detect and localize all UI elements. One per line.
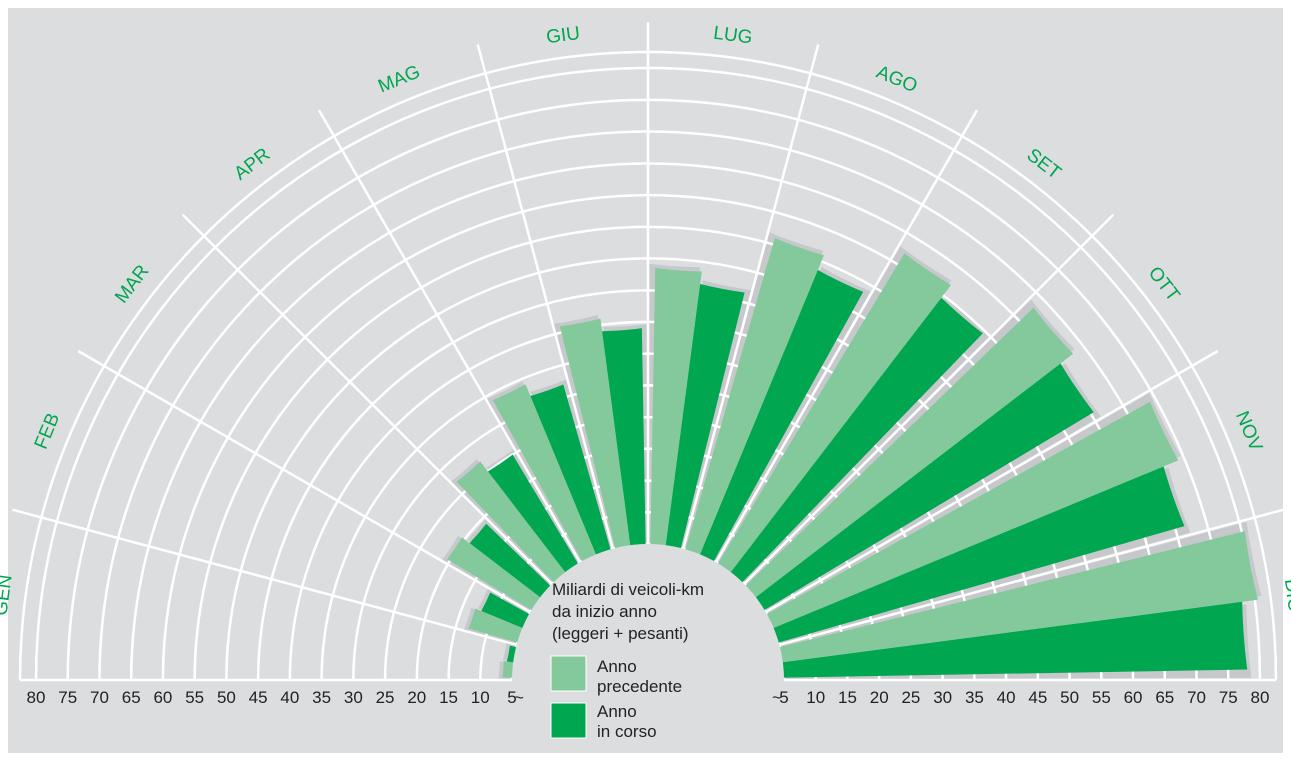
tick-label-left: 40 [280,688,299,707]
legend-label-current-2: in corso [597,722,657,741]
legend-label-previous-1: Anno [597,657,637,676]
tick-label-right: 35 [965,688,984,707]
tick-label-right: 10 [806,688,825,707]
grid-month-divider [317,109,582,563]
grid-month-divider [181,213,553,585]
month-label-dic: DIC [1280,578,1291,613]
tick-label-right: 5 [779,688,788,707]
tick-label-left: 80 [27,688,46,707]
bar-ott-previous [742,307,1074,601]
tick-label-left: 75 [58,688,77,707]
bar-mag-current [530,384,612,559]
tick-label-right: 15 [838,688,857,707]
tick-label-left: 30 [344,688,363,707]
month-label-giu: GIU [545,23,581,48]
axis-break-left: ~ [514,688,524,707]
bar-dic-previous [775,531,1258,663]
bar-feb-previous [468,608,527,644]
bar-giu-previous [559,318,631,553]
tick-label-right: 20 [870,688,889,707]
grid-month-divider [476,44,615,549]
bar-nov-current [769,466,1185,644]
tick-label-right: 55 [1092,688,1111,707]
axis-break-right: ~ [772,688,782,707]
tick-label-left: 45 [249,688,268,707]
grid-month-divider [743,213,1115,585]
tick-label-left: 25 [376,688,395,707]
legend-label-current-1: Anno [597,702,637,721]
legend-swatch-previous [550,655,587,692]
bar-ago-current [698,269,864,566]
caption: Miliardi di veicoli-km da inizio anno (l… [552,580,704,643]
grid-month-divider [681,44,820,549]
tick-label-left: 60 [153,688,172,707]
tick-label-right: 50 [1060,688,1079,707]
bar-apr-current [487,454,581,577]
month-label-lug: LUG [712,23,753,49]
center-disc [512,544,784,680]
bar-mag-previous [492,384,598,566]
tick-label-right: 70 [1187,688,1206,707]
legend: Anno precedente Anno in corso [550,655,682,741]
tick-label-left: 50 [217,688,236,707]
tick-label-right: 80 [1251,688,1270,707]
grid-month-divider [714,109,979,563]
tick-label-left: 5 [507,688,516,707]
tick-label-right: 45 [1028,688,1047,707]
grid-month-divider [779,508,1284,647]
tick-label-right: 60 [1124,688,1143,707]
grid-month-divider [765,349,1219,614]
caption-line-2: da inizio anno [552,602,657,621]
center-half-disc [512,544,784,680]
bar-apr-previous [456,461,569,586]
bar-set-previous [715,253,952,577]
legend-swatch-current [550,702,587,739]
tick-label-right: 75 [1219,688,1238,707]
tick-label-left: 20 [407,688,426,707]
month-label-gen: GEN [0,573,17,617]
bar-set-current [727,297,983,586]
caption-line-3: (leggeri + pesanti) [552,624,689,643]
bar-mar-current [469,523,554,601]
bar-dic-current [777,601,1248,678]
bar-lug-previous [650,267,702,551]
tick-label-left: 35 [312,688,331,707]
bar-ago-previous [684,238,824,559]
tick-label-right: 65 [1155,688,1174,707]
bars [447,238,1258,678]
tick-label-left: 70 [90,688,109,707]
tick-label-right: 30 [933,688,952,707]
bar-ott-current [751,363,1094,613]
bar-mar-previous [447,537,545,613]
tick-label-left: 55 [185,688,204,707]
grid-month-divider [12,508,517,647]
grid-month-divider [77,349,531,614]
tick-label-left: 65 [122,688,141,707]
bar-giu-current [602,328,646,551]
bar-feb-current [481,592,534,630]
tick-label-right: 25 [901,688,920,707]
tick-label-left: 10 [471,688,490,707]
tick-label-left: 15 [439,688,458,707]
bar-nov-previous [762,401,1179,630]
caption-line-1: Miliardi di veicoli-km [552,580,704,599]
tick-label-right: 40 [997,688,1016,707]
legend-label-previous-2: precedente [597,677,682,696]
bar-lug-current [665,284,745,553]
